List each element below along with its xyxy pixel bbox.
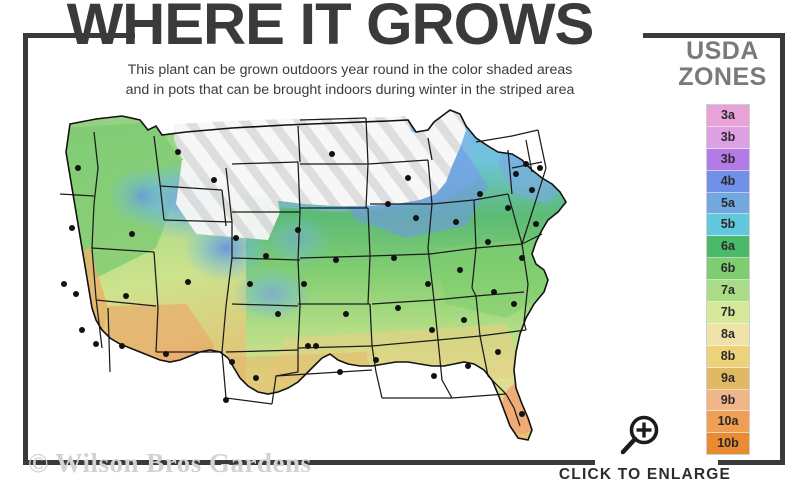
city-dots	[61, 149, 543, 417]
subtitle-line-2: and in pots that can be brought indoors …	[125, 82, 575, 98]
legend-swatch-5b-5: 5b	[707, 214, 749, 237]
subtitle: This plant can be grown outdoors year ro…	[40, 60, 660, 100]
usa-coastline	[65, 109, 567, 441]
frame-top-right-segment	[643, 33, 785, 38]
legend-swatch-8a-10: 8a	[707, 323, 749, 346]
watermark: © Wilson Bros Gardens	[28, 448, 312, 478]
frame-right-segment	[780, 33, 785, 465]
legend-swatch-9b-13: 9b	[707, 389, 749, 412]
legend-swatch-4b-3: 4b	[707, 170, 749, 193]
legend-heading: USDA ZONES	[655, 38, 790, 90]
click-to-enlarge-label[interactable]: CLICK TO ENLARGE	[558, 466, 732, 483]
legend-swatch-7b-9: 7b	[707, 302, 749, 324]
legend-swatch-label: 5a	[721, 195, 735, 210]
legend-swatch-label: 7a	[721, 283, 735, 298]
legend-swatch-9a-12: 9a	[707, 367, 749, 390]
usa-map-svg	[59, 109, 567, 441]
legend-swatch-label: 3b	[720, 151, 736, 166]
legend-swatch-label: 5b	[720, 217, 736, 232]
legend-swatch-3b-2: 3b	[707, 148, 749, 171]
legend-heading-line-2: ZONES	[678, 63, 767, 91]
magnifier-plus-icon[interactable]	[617, 415, 663, 457]
usda-zone-legend: 3a 3b 3b 4b 5a 5b 6a 6b 7a 7b 8a 8b 9a 9b 10a 10b	[706, 104, 750, 456]
legend-swatch-8b-11: 8b	[707, 345, 749, 368]
legend-swatch-10b-15: 10b	[707, 433, 749, 455]
state-borders	[59, 117, 547, 427]
legend-swatch-3b-1: 3b	[707, 126, 749, 149]
frame-left-segment	[23, 33, 28, 465]
legend-swatch-label: 6b	[720, 261, 736, 276]
striped-cold-region	[174, 110, 466, 240]
legend-swatch-label: 10b	[717, 436, 739, 451]
page-title: WHERE IT GROWS	[66, 0, 595, 57]
legend-swatch-label: 3a	[721, 108, 735, 122]
legend-swatch-label: 7b	[720, 305, 736, 320]
frame-top-left-segment	[23, 33, 135, 38]
legend-swatch-6b-7: 6b	[707, 258, 749, 281]
legend-swatch-label: 4b	[720, 173, 736, 188]
legend-swatch-3a-0: 3a	[707, 105, 749, 127]
legend-swatch-label: 10a	[717, 414, 739, 429]
legend-swatch-label: 8a	[721, 326, 735, 341]
legend-swatch-label: 9b	[720, 392, 736, 407]
frame-bottom-left-segment	[23, 460, 595, 465]
subtitle-line-1: This plant can be grown outdoors year ro…	[127, 62, 573, 78]
legend-swatch-6a-6: 6a	[707, 236, 749, 259]
legend-swatch-5a-4: 5a	[707, 192, 749, 215]
legend-swatch-label: 3b	[720, 129, 736, 144]
legend-swatch-7a-8: 7a	[707, 280, 749, 303]
usa-hardiness-map[interactable]	[36, 108, 656, 468]
legend-swatch-label: 8b	[720, 348, 736, 363]
frame-bottom-right-segment	[718, 460, 785, 465]
magnifier-svg	[620, 415, 659, 455]
legend-swatch-10a-14: 10a	[707, 411, 749, 434]
legend-heading-line-1: USDA	[686, 37, 759, 65]
legend-swatch-label: 6a	[721, 239, 735, 254]
legend-swatch-label: 9a	[721, 370, 735, 385]
